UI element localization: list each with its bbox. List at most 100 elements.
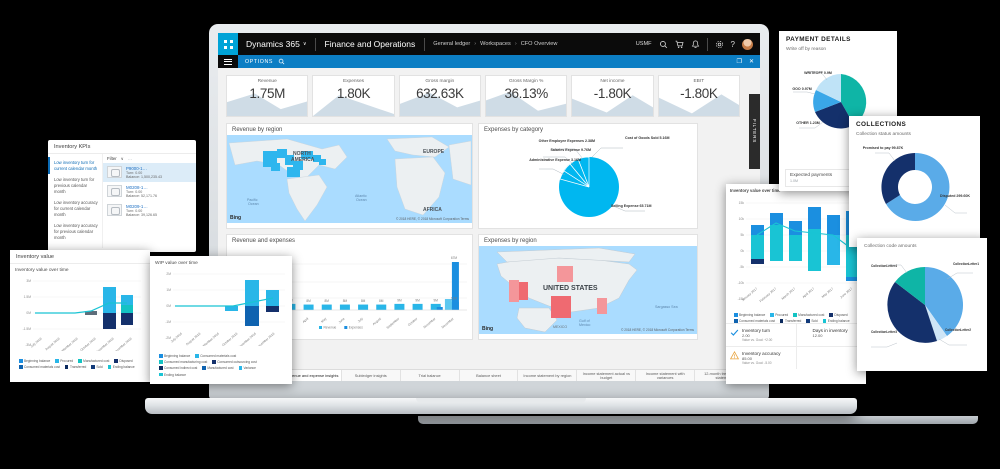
window-title: Inventory KPIs [48, 140, 196, 154]
sparkline [485, 91, 567, 116]
brand-menu[interactable]: Dynamics 365 ∨ [238, 39, 315, 49]
kpi-tile[interactable]: Revenue 1.75M [226, 75, 309, 117]
search-icon[interactable] [278, 58, 285, 65]
legend-item: Disposed [114, 359, 133, 363]
bell-icon[interactable] [691, 40, 700, 49]
collection-code-pie[interactable] [857, 251, 987, 361]
item-thumbnail [107, 204, 122, 216]
kpi-value: 36.13% [504, 86, 548, 101]
inventory-item-list[interactable]: P9000-1… Turn: 0.00 Balance: 1,500,235.43 M… [103, 163, 196, 220]
workspace-tab[interactable]: Trial balance [400, 370, 460, 381]
breadcrumb-item-1[interactable]: Workspaces [480, 41, 511, 47]
chevron-down-icon[interactable]: ∨ [120, 156, 124, 161]
inventory-kpis-window[interactable]: Inventory KPIs Low inventory turn for cu… [48, 140, 196, 252]
legend-item: Beginning balance [734, 313, 765, 317]
legend-label: Ending balance [827, 319, 850, 324]
filters-tab[interactable]: FILTERS [749, 94, 760, 169]
revenue-by-region-panel[interactable]: Revenue by region [226, 123, 473, 229]
inventory-stat-row-1: Inventory turn 2.00 Value vs. Goal: +2.00 D… [726, 323, 867, 347]
options-label[interactable]: OPTIONS [245, 58, 274, 65]
panel-title: Expenses by region [484, 238, 537, 244]
legend-label: Consumed outsourcing cost [217, 360, 257, 365]
filter-label[interactable]: Filter [107, 156, 117, 161]
workspace-tab-bar[interactable]: Financial overviewRevenue and expense in… [224, 369, 755, 381]
workspace-tab[interactable]: Balance sheet [459, 370, 519, 381]
stat-cell[interactable]: Days in inventory 12.00 [797, 324, 867, 346]
expenses-by-region-panel[interactable]: Expenses by region [478, 234, 698, 340]
laptop-base [145, 398, 857, 414]
inventory-kpi-nav[interactable]: Low inventory turn for current calendar … [48, 154, 103, 248]
svg-text:April: April [302, 317, 310, 324]
close-icon[interactable]: ✕ [748, 59, 754, 65]
world-map[interactable]: NORTH AMERICA EUROPE AFRICA Pacific Ocea… [227, 135, 472, 223]
workspace-tab[interactable]: Revenue and expense insights [282, 370, 342, 381]
stat-cell[interactable]: Inventory turn 2.00 Value vs. Goal: +2.00 [726, 324, 797, 347]
panel-title: Revenue and expenses [232, 238, 296, 244]
kpi-value: -1.80K [680, 86, 718, 101]
chart-title: WIP value over time [155, 261, 198, 266]
expenses-pie-chart[interactable] [479, 135, 697, 221]
workspace-tab[interactable]: Subledger insights [341, 370, 401, 381]
expenses-by-category-panel[interactable]: Expenses by category [478, 123, 698, 229]
write-off-pie-chart[interactable] [779, 54, 897, 152]
inventory-value-chart[interactable]: 3M 1.5M 0M -1.5M -3M July 2016 August 2016Sep… [15, 273, 143, 355]
breadcrumb[interactable]: General ledger › Workspaces › CFO Overvi… [425, 41, 557, 47]
item-balance: Balance: 1,500,235.43 [126, 175, 162, 179]
avatar[interactable] [742, 38, 753, 50]
bing-logo: Bing [230, 215, 241, 221]
list-item[interactable]: M0209-1… Turn: 0.00 Balance: 39,126.65 [103, 201, 196, 220]
inventory-over-time-window[interactable]: Inventory value over time 15k 10k 5k 0k -5k -… [726, 184, 866, 384]
menu-toggle-button[interactable] [218, 55, 238, 68]
filter-row[interactable]: Filter ∨ … [103, 154, 196, 163]
gear-icon[interactable] [715, 40, 724, 49]
cart-icon[interactable] [675, 40, 684, 49]
workspace-tab[interactable]: Income statement by region [518, 370, 578, 381]
inventory-kpi-nav-item[interactable]: Low inventory accuracy for current calen… [54, 200, 98, 217]
inventory-stat-row-2: Inventory accuracy 85.00 Value vs. Goal: -… [726, 346, 866, 370]
pie-label-promised: Promised to pay 99.87K [862, 146, 904, 150]
collections-window[interactable]: COLLECTIONS Collection status amounts Pr… [849, 116, 980, 247]
collection-status-donut[interactable] [849, 139, 980, 239]
list-item[interactable]: P9000-1… Turn: 0.00 Balance: 1,500,235.43 [103, 163, 196, 182]
more-icon[interactable]: … [127, 156, 133, 161]
inventory-kpi-nav-item[interactable]: Low inventory accuracy for previous cale… [54, 223, 98, 240]
breadcrumb-item-0[interactable]: General ledger [433, 41, 471, 47]
restore-icon[interactable]: ❐ [736, 59, 742, 65]
kpi-tile[interactable]: Expenses 1.80K [312, 75, 395, 117]
svg-text:September 2016: September 2016 [58, 337, 79, 351]
list-item[interactable]: M0208-1… Turn: 0.00 Balance: 52,171.76 [103, 182, 196, 201]
svg-text:0M: 0M [26, 311, 31, 315]
svg-text:September: September [386, 316, 401, 330]
search-icon[interactable] [659, 40, 668, 49]
wip-value-chart[interactable]: 2M 1M 0M -1M -2M July 2016 August 2016Septemb… [155, 266, 287, 350]
brand-label: Dynamics 365 [246, 39, 300, 49]
workspace-tab[interactable]: Income statement with variances [636, 370, 696, 381]
laptop-notch [416, 398, 586, 403]
kpi-value: 632.63K [416, 86, 464, 101]
inventory-value-window[interactable]: Inventory value Inventory value over tim… [10, 250, 150, 382]
svg-text:December 2016: December 2016 [113, 337, 133, 351]
inventory-kpi-nav-item[interactable]: Low inventory turn for previous calendar… [54, 177, 95, 194]
stat-value: 2.00 [742, 333, 750, 339]
collection-code-window[interactable]: Collection code amounts CollectionLetter… [857, 238, 987, 371]
kpi-tile[interactable]: EBIT -1.80K [657, 75, 740, 117]
legend-item: Manufactured cost [202, 366, 234, 371]
svg-text:July 2016: July 2016 [30, 337, 43, 349]
stat-cell[interactable]: Inventory accuracy 85.00 Value vs. Goal: -… [726, 347, 797, 370]
inventory-over-time-chart[interactable]: 15k 10k 5k 0k -5k -10k -15k January 2017 Februa… [730, 193, 862, 305]
kpi-tile[interactable]: Net income -1.80K [571, 75, 654, 117]
check-icon [730, 330, 739, 337]
item-name: M0208-1… [126, 185, 148, 190]
wip-value-window[interactable]: WIP value over time 2M 1M 0M -1M -2M July 20… [150, 256, 292, 384]
kpi-value: 1.75M [249, 86, 285, 101]
kpi-tile[interactable]: Gross Margin % 36.13% [484, 75, 568, 117]
inventory-kpi-nav-item[interactable]: Low inventory turn for current calendar … [48, 157, 102, 175]
workspace-tab[interactable]: Income statement actual vs budget [577, 370, 637, 381]
kpi-tile[interactable]: Gross margin 632.63K [398, 75, 481, 117]
help-icon[interactable]: ? [730, 39, 735, 49]
us-map[interactable]: UNITED STATES MEXICO Gulf of Mexico Sarg… [479, 246, 697, 334]
breadcrumb-item-2[interactable]: CFO Overview [520, 41, 558, 47]
waffle-icon[interactable] [218, 33, 238, 55]
svg-text:Expenses: Expenses [349, 326, 363, 330]
svg-text:December: December [441, 316, 456, 329]
